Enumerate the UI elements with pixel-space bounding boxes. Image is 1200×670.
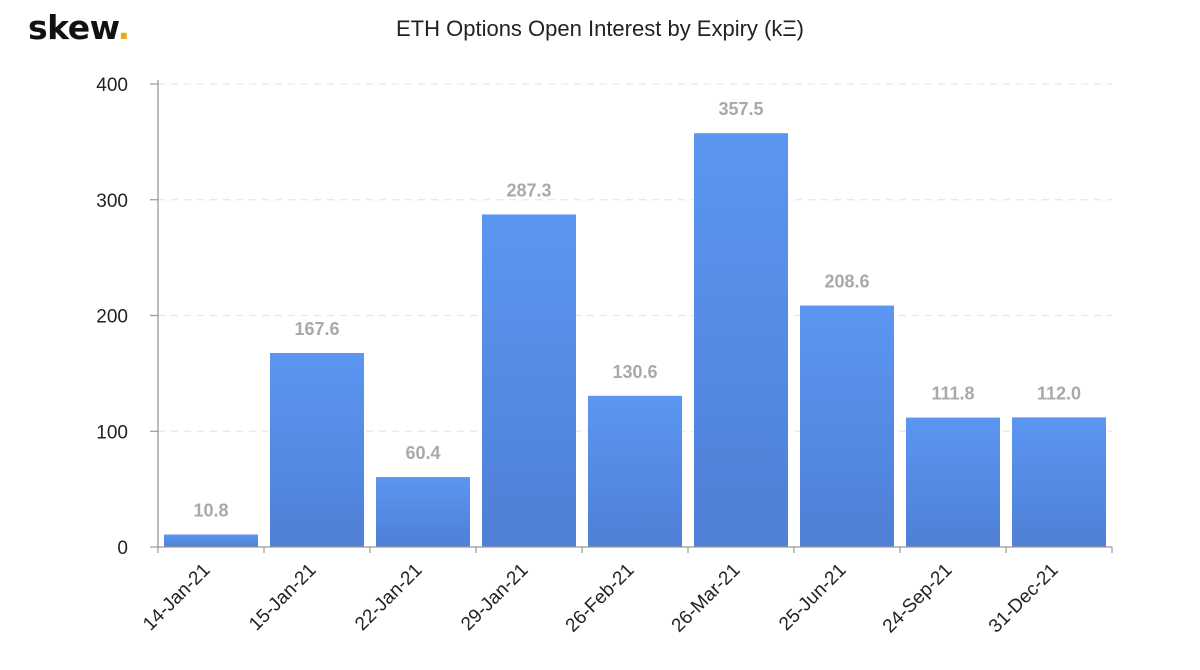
- bar-22-Jan-21: [376, 477, 470, 547]
- x-tick-label: 29-Jan-21: [457, 560, 532, 635]
- y-tick-label: 300: [96, 191, 128, 212]
- x-tick-label: 22-Jan-21: [351, 560, 426, 635]
- data-labels: 10.8 167.6 60.4 287.3 130.6 357.5 208.6 111.8 11…: [193, 99, 1081, 520]
- bar-26-Feb-21: [588, 395, 682, 547]
- logo-dot: .: [117, 8, 130, 47]
- x-tick-label: 26-Mar-21: [668, 560, 745, 637]
- skew-logo: skew.: [28, 8, 130, 47]
- y-tick-label: 200: [96, 307, 128, 328]
- y-axis-ticks: 0 100 200 300 400: [96, 75, 158, 559]
- chart-title: ETH Options Open Interest by Expiry (kΞ): [396, 16, 804, 41]
- x-axis-ticks: 14-Jan-21 15-Jan-21 22-Jan-21 29-Jan-21 26-F…: [139, 547, 1113, 638]
- x-tick-label: 15-Jan-21: [245, 560, 320, 635]
- data-label: 208.6: [824, 272, 869, 292]
- data-label: 112.0: [1037, 383, 1081, 403]
- bar-15-Jan-21: [270, 353, 364, 547]
- data-label: 357.5: [718, 99, 763, 119]
- y-tick-label: 0: [117, 538, 128, 559]
- y-tick-label: 400: [96, 75, 128, 96]
- bar-31-Dec-21: [1012, 417, 1106, 547]
- x-tick-label: 26-Feb-21: [562, 560, 639, 637]
- data-label: 130.6: [612, 362, 657, 382]
- data-label: 167.6: [294, 319, 339, 339]
- axes: [157, 80, 1112, 548]
- data-label: 111.8: [931, 384, 974, 404]
- x-tick-label: 24-Sep-21: [879, 560, 957, 638]
- bar-29-Jan-21: [482, 214, 576, 547]
- y-tick-label: 100: [96, 422, 128, 443]
- data-label: 10.8: [193, 500, 228, 520]
- x-tick-label: 14-Jan-21: [139, 560, 214, 635]
- bar-25-Jun-21: [800, 305, 894, 547]
- data-label: 60.4: [405, 443, 440, 463]
- logo-text: skew: [28, 8, 118, 47]
- data-label: 287.3: [506, 180, 551, 200]
- bar-14-Jan-21: [164, 534, 258, 547]
- bars: [164, 133, 1106, 547]
- bar-24-Sep-21: [906, 417, 1000, 547]
- x-tick-label: 25-Jun-21: [775, 560, 850, 635]
- x-tick-label: 31-Dec-21: [985, 560, 1063, 638]
- bar-26-Mar-21: [694, 133, 788, 547]
